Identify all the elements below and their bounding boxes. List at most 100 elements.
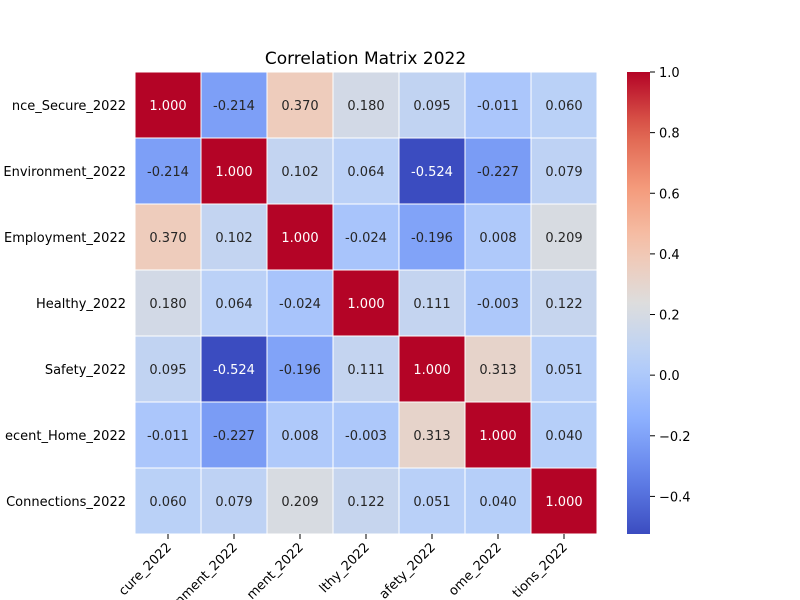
heatmap-cell <box>464 71 532 139</box>
x-tick-label: nment_2022 <box>172 540 240 600</box>
cell-value-label: 1.000 <box>545 495 582 510</box>
cell-value-label: 0.102 <box>215 231 252 246</box>
cell-value-label: 1.000 <box>215 165 252 180</box>
cell-value-label: 0.060 <box>149 495 186 510</box>
heatmap-cell <box>266 401 334 469</box>
cell-value-label: 1.000 <box>413 363 450 378</box>
cell-annotations: 1.000 -0.214 0.370 0.180 0.095 -0.011 0.060 -0.… <box>147 99 583 510</box>
colorbar-gradient <box>627 72 650 534</box>
heatmap-cell <box>200 203 268 271</box>
cell-value-label: 0.180 <box>149 297 186 312</box>
cell-value-label: 0.079 <box>545 165 582 180</box>
cell-value-label: 0.095 <box>149 363 186 378</box>
cell-value-label: 0.008 <box>479 231 516 246</box>
y-tick-label: ecent_Home_2022 <box>5 429 126 444</box>
heatmap-cell <box>398 467 466 535</box>
cell-value-label: 1.000 <box>281 231 318 246</box>
cell-value-label: 0.122 <box>545 297 582 312</box>
heatmap-cell <box>266 335 334 403</box>
cell-value-label: 0.064 <box>347 165 384 180</box>
cell-value-label: 0.180 <box>347 99 384 114</box>
heatmap-cell <box>530 467 598 535</box>
x-tick-label: cure_2022 <box>116 540 175 599</box>
heatmap-cell <box>266 467 334 535</box>
x-tick-label: tions_2022 <box>510 540 571 600</box>
cell-value-label: 0.313 <box>413 429 450 444</box>
cell-value-label: 0.040 <box>479 495 516 510</box>
cell-value-label: 1.000 <box>347 297 384 312</box>
cell-value-label: 1.000 <box>149 99 186 114</box>
colorbar-tick-label: 1.0 <box>659 66 680 81</box>
heatmap-cell <box>464 269 532 337</box>
cell-value-label: 0.064 <box>215 297 252 312</box>
cell-value-label: 0.313 <box>479 363 516 378</box>
cell-value-label: 0.051 <box>413 495 450 510</box>
colorbar-tick-label: 0.4 <box>659 248 680 263</box>
heatmap-cell <box>464 467 532 535</box>
cell-value-label: 0.209 <box>545 231 582 246</box>
cell-value-label: 0.122 <box>347 495 384 510</box>
cell-value-label: -0.196 <box>279 363 321 378</box>
cell-value-label: 0.111 <box>347 363 384 378</box>
cell-value-label: 0.079 <box>215 495 252 510</box>
heatmap-cell <box>332 467 400 535</box>
y-tick-label: Employment_2022 <box>4 231 126 246</box>
cell-value-label: 0.040 <box>545 429 582 444</box>
heatmap-cell <box>266 203 334 271</box>
cell-value-label: -0.024 <box>345 231 387 246</box>
colorbar-tick-label: −0.2 <box>659 430 691 445</box>
heatmap-cell <box>530 203 598 271</box>
cell-value-label: 0.111 <box>413 297 450 312</box>
heatmap-cells <box>134 71 598 535</box>
y-axis: nce_Secure_2022 Environment_2022 Employmen… <box>3 99 126 510</box>
heatmap-cell <box>398 401 466 469</box>
cell-value-label: -0.003 <box>477 297 519 312</box>
heatmap-cell <box>332 203 400 271</box>
x-tick-label: afety_2022 <box>377 540 439 600</box>
cell-value-label: 0.370 <box>281 99 318 114</box>
y-tick-label: Healthy_2022 <box>36 297 126 312</box>
colorbar: −0.4 −0.2 0.0 0.2 0.4 0.6 0.8 1.0 <box>627 66 691 534</box>
cell-value-label: -0.011 <box>147 429 189 444</box>
heatmap-cell <box>200 71 268 139</box>
heatmap-cell <box>332 269 400 337</box>
cell-value-label: -0.024 <box>279 297 321 312</box>
heatmap-cell <box>134 137 202 205</box>
y-tick-label: Connections_2022 <box>6 495 126 510</box>
cell-value-label: 1.000 <box>479 429 516 444</box>
heatmap-cell <box>134 335 202 403</box>
cell-value-label: 0.008 <box>281 429 318 444</box>
cell-value-label: -0.524 <box>213 363 255 378</box>
heatmap-cell <box>134 401 202 469</box>
cell-value-label: 0.102 <box>281 165 318 180</box>
cell-value-label: 0.370 <box>149 231 186 246</box>
colorbar-tick-label: −0.4 <box>659 490 691 505</box>
cell-value-label: -0.227 <box>213 429 255 444</box>
cell-value-label: -0.214 <box>213 99 255 114</box>
heatmap-cell <box>332 71 400 139</box>
cell-value-label: 0.095 <box>413 99 450 114</box>
x-tick-label: ome_2022 <box>446 540 505 599</box>
cell-value-label: -0.524 <box>411 165 453 180</box>
cell-value-label: 0.051 <box>545 363 582 378</box>
y-tick-label: Safety_2022 <box>45 363 126 378</box>
heatmap-cell <box>398 203 466 271</box>
heatmap-cell <box>266 71 334 139</box>
heatmap-cell <box>134 467 202 535</box>
heatmap-cell <box>530 401 598 469</box>
chart-title: Correlation Matrix 2022 <box>265 49 466 69</box>
heatmap-cell <box>200 401 268 469</box>
cell-value-label: -0.196 <box>411 231 453 246</box>
heatmap-cell <box>464 203 532 271</box>
colorbar-tick-label: 0.2 <box>659 309 680 324</box>
cell-value-label: -0.003 <box>345 429 387 444</box>
cell-value-label: -0.011 <box>477 99 519 114</box>
heatmap-cell <box>200 269 268 337</box>
heatmap-cell <box>134 71 202 139</box>
heatmap-cell <box>332 401 400 469</box>
cell-value-label: -0.214 <box>147 165 189 180</box>
heatmap-cell <box>134 269 202 337</box>
colorbar-tick-label: 0.8 <box>659 127 680 142</box>
x-tick-label: lthy_2022 <box>317 540 373 596</box>
